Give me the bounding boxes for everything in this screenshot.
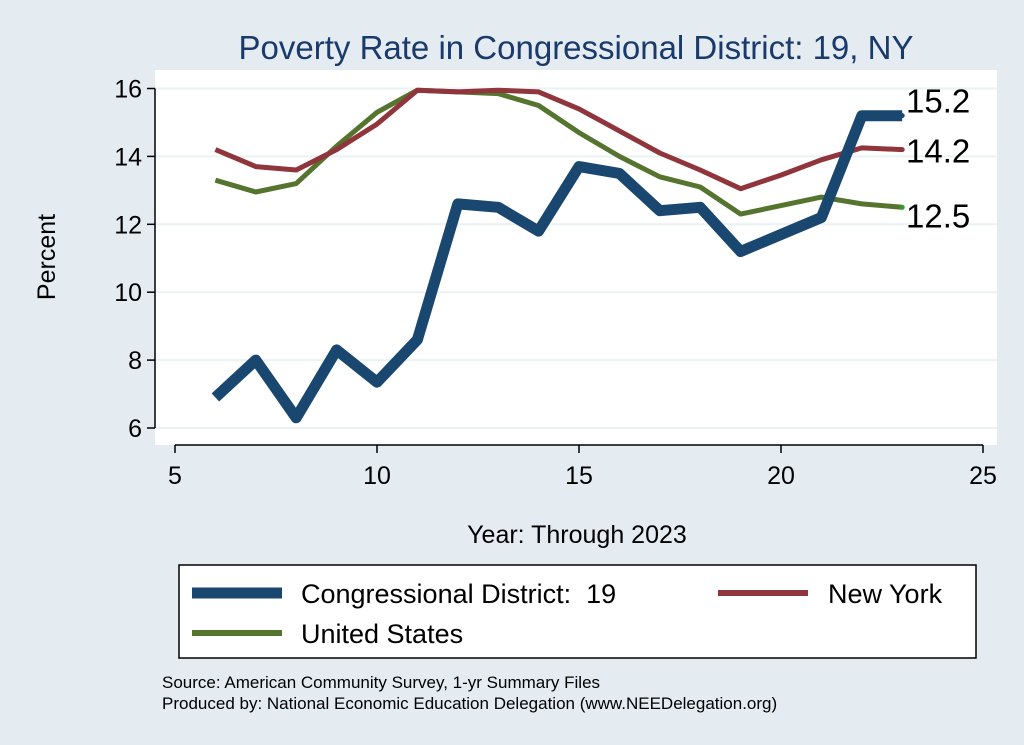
x-tick-label: 10: [363, 462, 391, 490]
legend-label-united-states: United States: [301, 619, 463, 649]
x-tick-label: 15: [565, 462, 593, 490]
y-tick-label: 16: [114, 76, 142, 104]
x-tick-label: 5: [168, 462, 182, 490]
source-note: Source: American Community Survey, 1-yr …: [162, 673, 600, 692]
series-end-point: [899, 147, 905, 153]
gridlines: [155, 87, 997, 429]
series-layer: [211, 87, 905, 424]
y-tick-label: 8: [128, 347, 142, 375]
legend-label-district: Congressional District: 19: [301, 579, 616, 609]
y-tick-label: 12: [114, 211, 142, 239]
x-tick-label: 20: [767, 462, 795, 490]
y-tick-label: 14: [114, 143, 142, 171]
y-tick-label: 10: [114, 279, 142, 307]
series-end-point: [899, 204, 905, 210]
x-tick-label: 25: [969, 462, 997, 490]
series-end-point: [899, 113, 905, 119]
legend-box: [178, 564, 977, 659]
chart-title: Poverty Rate in Congressional District: …: [239, 29, 914, 66]
series-end-label: 12.5: [906, 197, 970, 234]
end-labels: 15.2 14.2 12.5: [906, 83, 970, 235]
series-line-district: [211, 110, 903, 424]
series-line-new-york: [214, 87, 903, 192]
y-axis-label: Percent: [33, 214, 61, 300]
series-end-label: 14.2: [906, 133, 970, 170]
legend-label-new-york: New York: [828, 579, 943, 609]
series-end-label: 15.2: [906, 83, 970, 120]
legend: Congressional District: 19 New York Unit…: [178, 564, 977, 659]
producer-note: Produced by: National Economic Education…: [162, 694, 777, 713]
y-tick-label: 6: [128, 415, 142, 443]
x-axis-label: Year: Through 2023: [467, 521, 687, 549]
axes: 6 8 10 12 14 16 5 10 15 20 25: [114, 76, 997, 491]
